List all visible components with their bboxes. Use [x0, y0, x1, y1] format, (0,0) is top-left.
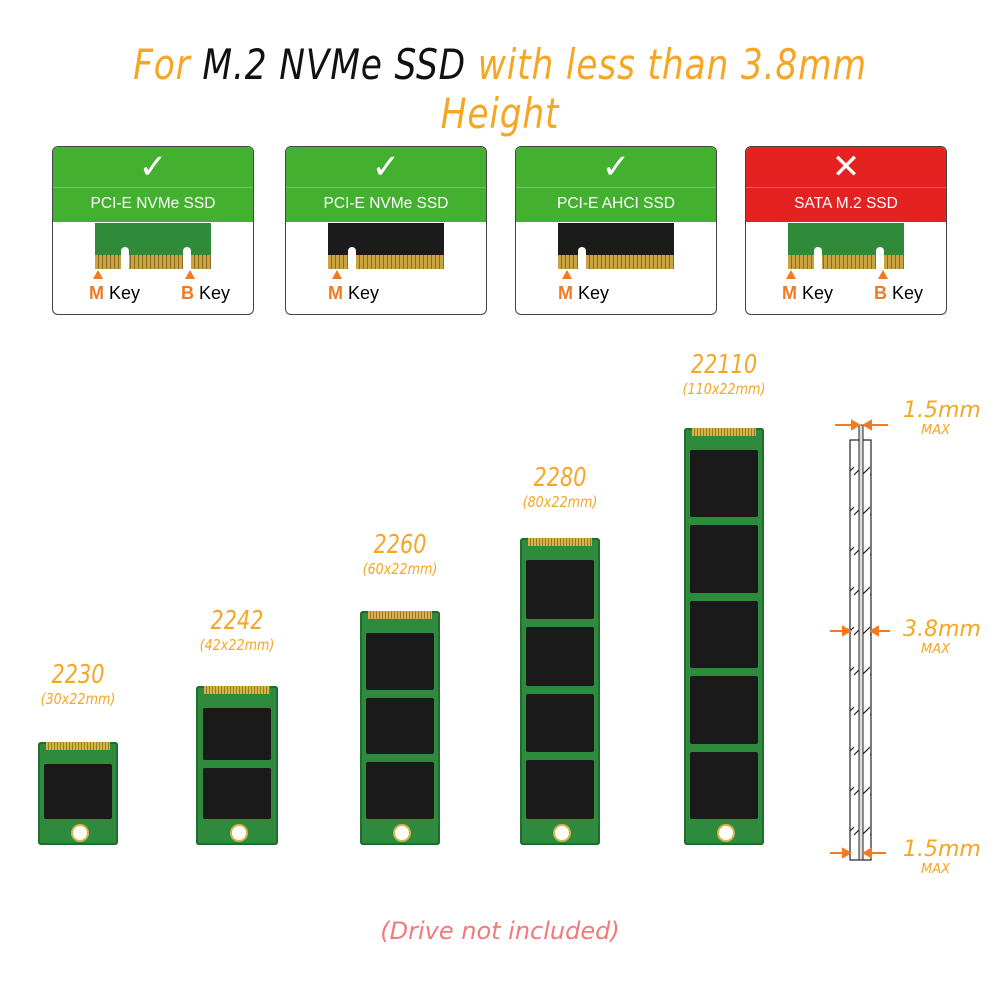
compat-card: ✓ PCI-E AHCI SSD M Key — [515, 146, 717, 315]
compat-header: ✕ SATA M.2 SSD — [746, 147, 946, 222]
cross-icon: ✕ — [831, 148, 861, 186]
ssd-type-label: SATA M.2 SSD — [746, 187, 946, 220]
compat-card: ✓ PCI-E NVMe SSD M Key — [285, 146, 487, 315]
memory-chip — [690, 600, 758, 669]
thickness-label: 3.8mm MAX — [903, 617, 981, 657]
check-icon: ✓ — [601, 148, 631, 186]
memory-chip — [366, 762, 434, 819]
check-icon: ✓ — [138, 148, 168, 186]
ssd-board-2260 — [360, 611, 440, 845]
ssd-connector-image — [788, 223, 904, 269]
ssd-board-22110 — [684, 428, 764, 845]
arrow-up-icon — [878, 270, 888, 279]
arrow-up-icon — [93, 270, 103, 279]
size-label: 2242 (42x22mm) — [199, 606, 275, 654]
ssd-board-2242 — [196, 686, 278, 845]
memory-chip — [44, 764, 112, 819]
memory-chip — [690, 450, 758, 518]
size-label: 2280 (80x22mm) — [522, 463, 598, 511]
key-label: M Key — [782, 270, 833, 304]
ssd-type-label: PCI-E NVMe SSD — [53, 187, 253, 220]
memory-chip — [690, 525, 758, 593]
key-label: B Key — [181, 270, 230, 304]
ssd-type-label: PCI-E NVMe SSD — [286, 187, 486, 220]
key-label: B Key — [874, 270, 923, 304]
arrow-up-icon — [786, 270, 796, 279]
memory-chip — [690, 676, 758, 744]
ssd-board-2230 — [38, 742, 118, 845]
compat-header: ✓ PCI-E NVMe SSD — [286, 147, 486, 222]
thickness-label: 1.5mm MAX — [903, 837, 981, 877]
memory-chip — [526, 760, 594, 819]
compat-header: ✓ PCI-E NVMe SSD — [53, 147, 253, 222]
memory-chip — [526, 560, 594, 619]
disclaimer-note: (Drive not included) — [380, 917, 620, 945]
size-label: 2230 (30x22mm) — [40, 660, 116, 708]
thickness-diagram — [830, 419, 890, 861]
ssd-connector-image — [95, 223, 211, 269]
arrow-up-icon — [185, 270, 195, 279]
check-icon: ✓ — [371, 148, 401, 186]
arrow-up-icon — [562, 270, 572, 279]
compat-card: ✓ PCI-E NVMe SSD M Key B Key — [52, 146, 254, 315]
key-label: M Key — [89, 270, 140, 304]
memory-chip — [526, 693, 594, 753]
memory-chip — [366, 697, 434, 755]
compat-card: ✕ SATA M.2 SSD M Key B Key — [745, 146, 947, 315]
memory-chip — [202, 767, 272, 819]
compat-header: ✓ PCI-E AHCI SSD — [516, 147, 716, 222]
size-label: 22110 (110x22mm) — [682, 350, 766, 398]
size-label: 2260 (60x22mm) — [362, 530, 438, 578]
memory-chip — [690, 751, 758, 819]
memory-chip — [366, 633, 434, 690]
page-title: For M.2 NVMe SSD with less than 3.8mm He… — [133, 40, 867, 138]
ssd-connector-image — [558, 223, 674, 269]
key-label: M Key — [328, 270, 379, 304]
memory-chip — [202, 708, 272, 760]
arrow-up-icon — [332, 270, 342, 279]
thickness-label: 1.5mm MAX — [903, 398, 981, 438]
ssd-connector-image — [328, 223, 444, 269]
pcb-profile — [858, 424, 864, 861]
key-label: M Key — [558, 270, 609, 304]
ssd-board-2280 — [520, 538, 600, 845]
ssd-type-label: PCI-E AHCI SSD — [516, 187, 716, 220]
memory-chip — [526, 626, 594, 686]
